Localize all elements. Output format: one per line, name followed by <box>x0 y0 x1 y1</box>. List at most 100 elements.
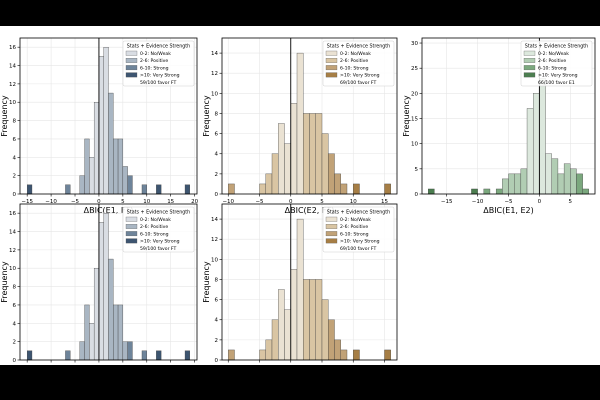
legend-note: 59/100 favor FT <box>140 80 176 86</box>
legend-entry-label: 0-2: No/Weak <box>538 51 569 57</box>
legend-note: 69/100 favor FT <box>340 80 376 86</box>
x-tick-label: −5 <box>71 199 80 205</box>
y-tick-label: 6 <box>215 132 219 138</box>
legend-swatch <box>125 58 138 63</box>
y-tick-label: 30 <box>411 41 418 47</box>
figure: −15 −10 −5 0 5 10 15 20 0 2 4 6 8 10 12 14 16 ΔBIC(E1, FT… <box>0 26 600 381</box>
legend-entry-label: >10: Very Strong <box>538 73 578 79</box>
legend-entry-label: 0-2: No/Weak <box>340 217 371 223</box>
legend-entry-label: 6-10: Strong <box>340 65 369 71</box>
legend-entry-label: >10: Very Strong <box>140 239 180 245</box>
histogram-bar <box>271 153 279 195</box>
legend-entry-label: 0-2: No/Weak <box>140 217 171 223</box>
y-tick-label: 0 <box>215 192 219 198</box>
x-tick-label: 5 <box>320 199 324 205</box>
histogram-bar <box>108 258 114 361</box>
histogram-bar <box>117 138 124 195</box>
legend-swatch <box>325 216 338 222</box>
histogram-bar <box>428 188 435 195</box>
histogram-bar <box>103 213 109 361</box>
histogram-bar <box>27 350 33 361</box>
histogram-bar <box>321 299 329 361</box>
x-tick-label: −10 <box>222 199 234 205</box>
y-tick-label: 14 <box>211 51 218 57</box>
legend-entry-label: 0-2: No/Weak <box>140 51 171 57</box>
histogram-bar <box>278 289 285 361</box>
histogram-bar <box>79 175 85 195</box>
y-tick-label: 8 <box>215 111 219 117</box>
histogram-bar <box>582 188 589 195</box>
x-axis-label: ΔBIC(E1, FT) <box>84 206 134 215</box>
histogram-bar <box>284 309 291 361</box>
y-axis-label: Frequency <box>0 95 9 137</box>
histogram-bar <box>65 350 71 361</box>
legend-box <box>322 40 395 87</box>
plot-frame <box>19 37 198 195</box>
histogram-bar <box>353 349 360 361</box>
legend-swatch <box>125 65 138 71</box>
legend-box <box>122 206 195 253</box>
histogram-bar <box>103 47 109 195</box>
histogram-bar <box>309 113 316 195</box>
legend-entry-label: 0-2: No/Weak <box>340 51 371 57</box>
histogram-bar <box>93 268 100 361</box>
y-tick-label: 14 <box>9 64 16 70</box>
x-tick-label: 0 <box>289 199 293 205</box>
histogram-bar <box>117 304 124 361</box>
legend-swatch <box>125 72 138 78</box>
plot-frame <box>221 203 398 361</box>
histogram-bar <box>340 183 348 195</box>
panel-p5: −10−505101502468101214ΔAIC(E2, FT)Freque… <box>202 203 398 381</box>
y-tick-label: 12 <box>211 237 218 243</box>
y-tick-label: 12 <box>211 71 218 77</box>
y-tick-label: 2 <box>215 338 219 344</box>
histogram-bar <box>141 350 147 361</box>
legend-entry-label: >10: Very Strong <box>140 73 180 79</box>
histogram-bar <box>228 183 235 195</box>
x-tick-label: −10 <box>45 199 57 205</box>
y-axis-label: Frequency <box>402 95 411 137</box>
y-tick-label: 25 <box>411 66 418 72</box>
histogram-bar <box>321 133 329 195</box>
legend-swatch <box>125 238 138 244</box>
legend-entry-label: 2-6: Positive <box>340 224 368 230</box>
y-tick-label: 2 <box>13 174 17 180</box>
y-tick-label: 6 <box>13 137 17 143</box>
legend-note: 66/100 favor E1 <box>538 80 575 86</box>
histogram-bar <box>551 158 559 195</box>
histogram-bar <box>557 173 565 195</box>
histogram-bar <box>471 188 478 195</box>
legend-entry-label: 6-10: Strong <box>538 65 567 71</box>
legend-swatch <box>523 65 536 71</box>
histogram-bar <box>384 183 391 195</box>
histogram-bar <box>303 279 310 361</box>
legend-entry-label: 2-6: Positive <box>340 58 368 64</box>
histogram-bar <box>315 279 323 361</box>
histogram-bar <box>328 153 335 195</box>
x-tick-label: 15 <box>167 199 174 205</box>
x-axis-label: ΔBIC(E1, E2) <box>483 206 534 215</box>
x-tick-label: 0 <box>538 199 542 205</box>
x-tick-label: 20 <box>191 199 198 205</box>
histogram-bar <box>309 279 316 361</box>
panel-p2: −10 −5 0 5 10 15 0 2 4 6 8 10 12 14 ΔBIC(E2, FT) Freque… <box>202 37 398 215</box>
legend-swatch <box>125 224 138 229</box>
histogram-bar <box>384 349 391 361</box>
histogram-bar <box>563 163 571 195</box>
histogram-bar <box>340 349 348 361</box>
x-tick-label: 0 <box>97 199 101 205</box>
histogram-bar <box>265 173 273 195</box>
y-tick-label: 16 <box>9 211 16 217</box>
histogram-bar <box>328 319 335 361</box>
y-tick-label: 20 <box>411 91 418 97</box>
y-tick-label: 0 <box>13 358 17 364</box>
histogram-bar <box>520 168 528 195</box>
histogram-bar <box>278 123 285 195</box>
histogram-bar <box>65 184 71 195</box>
y-tick-label: 16 <box>9 45 16 51</box>
histogram-bar <box>576 173 583 195</box>
x-tick-label: −5 <box>504 199 513 205</box>
